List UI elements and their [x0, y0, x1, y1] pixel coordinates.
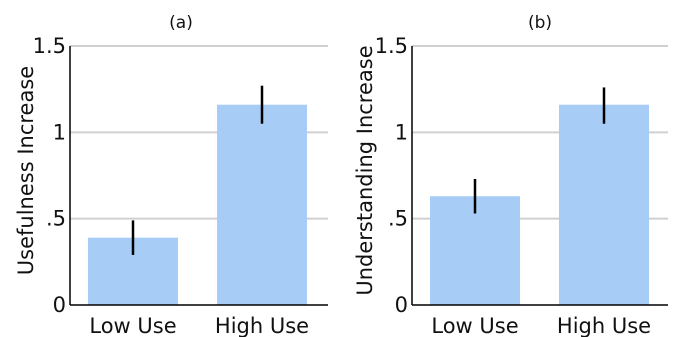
ytick-label-a-1: .5	[46, 207, 66, 231]
category-label-b-0: Low Use	[431, 314, 518, 337]
bar-b-low-use	[430, 196, 520, 305]
panel-title-a: (a)	[169, 13, 193, 33]
ytick-label-a-2: 1	[53, 120, 66, 144]
category-label-a-0: Low Use	[89, 314, 176, 337]
panel-a: 0 .5 1 1.5 Low Use High Use (a) Usefulness Incr…	[14, 13, 328, 337]
bar-b-high-use	[559, 104, 649, 305]
category-label-b-1: High Use	[557, 314, 651, 337]
ytick-label-b-3: 1.5	[375, 34, 408, 58]
ytick-label-a-3: 1.5	[33, 34, 66, 58]
y-axis-label-a: Usefulness Increase	[14, 66, 38, 275]
panel-title-b: (b)	[528, 13, 552, 33]
ytick-label-a-0: 0	[53, 293, 66, 317]
ytick-label-b-1: .5	[388, 207, 408, 231]
ytick-label-b-0: 0	[395, 293, 408, 317]
panel-b: 0 .5 1 1.5 Low Use High Use (b) Understanding I…	[353, 13, 668, 337]
y-axis-label-b: Understanding Increase	[353, 45, 377, 295]
ytick-label-b-2: 1	[395, 120, 408, 144]
bar-a-high-use	[217, 104, 307, 305]
category-label-a-1: High Use	[215, 314, 309, 337]
